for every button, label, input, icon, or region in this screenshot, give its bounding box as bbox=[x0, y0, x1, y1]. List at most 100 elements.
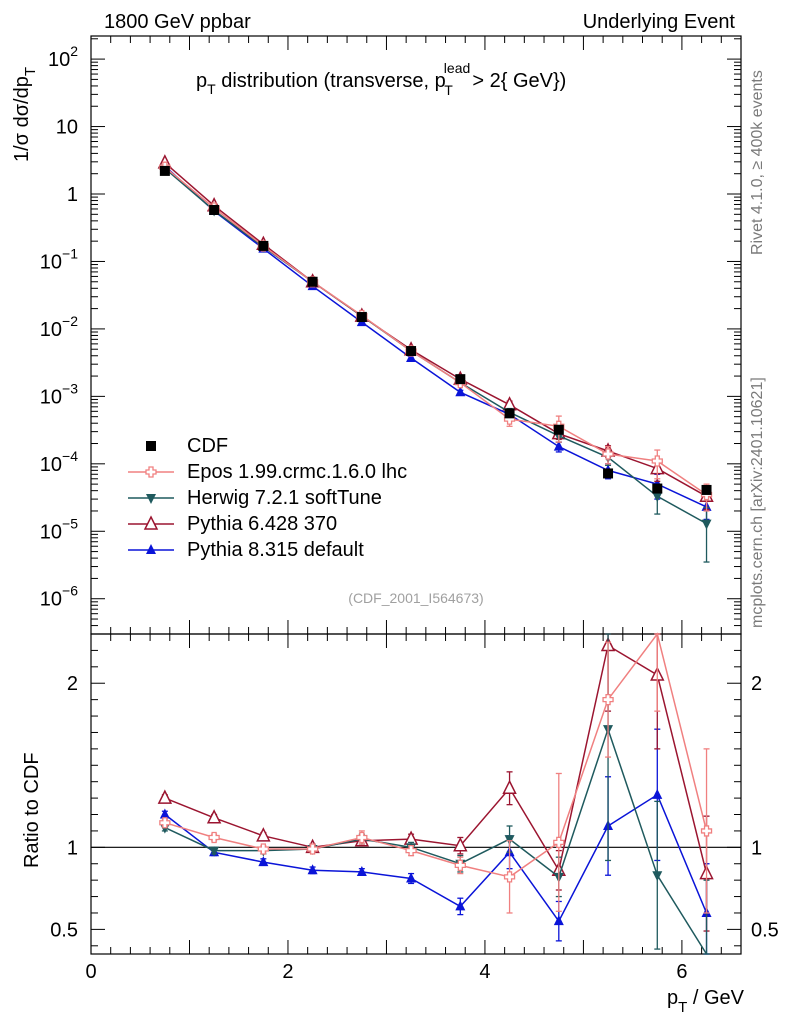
main-y-tick-label: 10−4 bbox=[40, 448, 78, 476]
cross-marker bbox=[257, 843, 269, 855]
y-label-sub: T bbox=[22, 67, 39, 76]
cross-marker bbox=[651, 455, 663, 467]
ratio-panel-frame bbox=[90, 633, 742, 955]
triangle-up-marker bbox=[455, 386, 466, 397]
main-y-tick-base: 10 bbox=[56, 117, 78, 139]
cross-marker bbox=[306, 843, 319, 855]
triangle-up-marker bbox=[406, 352, 417, 363]
series-cdf bbox=[159, 165, 712, 495]
triangle-up-marker bbox=[146, 544, 156, 554]
cross-marker bbox=[602, 693, 614, 706]
main-y-tick-base: 10 bbox=[48, 49, 70, 71]
title-p: p bbox=[196, 70, 207, 92]
series-line bbox=[164, 726, 708, 955]
main-y-tick-base: 10 bbox=[40, 251, 62, 273]
triangle-up-marker bbox=[406, 872, 417, 883]
main-y-tick-label: 10 bbox=[56, 117, 78, 139]
triangle-down-marker bbox=[652, 871, 663, 882]
legend-label: Epos 1.99.crmc.1.6.0 lhc bbox=[187, 461, 407, 483]
main-y-tick-label: 10−1 bbox=[40, 245, 78, 273]
square-marker bbox=[455, 374, 466, 385]
triangle-up-marker bbox=[258, 856, 269, 867]
analysis-watermark: (CDF_2001_I564673) bbox=[348, 590, 483, 606]
main-y-tick-exp: 2 bbox=[70, 43, 78, 59]
y-label-text: 1/σ dσ/dp bbox=[11, 76, 33, 162]
title-sub: T bbox=[207, 81, 216, 97]
series-line bbox=[164, 644, 708, 874]
series-line bbox=[164, 162, 707, 497]
square-marker bbox=[209, 204, 220, 215]
main-y-tick-base: 10 bbox=[40, 589, 62, 611]
triangle-up-marker bbox=[652, 788, 663, 799]
main-y-tick-base: 1 bbox=[67, 184, 78, 206]
cross-marker bbox=[159, 817, 171, 829]
x-tick-label: 4 bbox=[479, 961, 490, 983]
triangle-up-marker bbox=[455, 900, 466, 911]
square-marker bbox=[406, 346, 417, 357]
triangle-up-marker bbox=[553, 440, 564, 451]
triangle-up-marker bbox=[307, 864, 318, 875]
main-y-tick-exp: −5 bbox=[62, 515, 78, 531]
square-marker bbox=[603, 468, 614, 479]
ratio-y-tick-label-right: 0.5 bbox=[751, 919, 779, 941]
ratio-y-axis-label: Ratio to CDF bbox=[21, 752, 43, 868]
main-y-axis-label: 1/σ dσ/dpT bbox=[11, 67, 39, 162]
ratio-series-group bbox=[157, 632, 714, 955]
cross-marker bbox=[553, 836, 565, 849]
main-y-tick-label: 102 bbox=[48, 43, 78, 71]
x-label-tail: / GeV bbox=[687, 987, 744, 1009]
main-y-tick-exp: −4 bbox=[62, 448, 78, 464]
series-line bbox=[164, 166, 707, 496]
main-y-tick-exp: −3 bbox=[62, 380, 78, 396]
legend: CDF Epos 1.99.crmc.1.6.0 lhc Herwig 7.2.1 … bbox=[128, 435, 407, 561]
legend-label: Herwig 7.2.1 softTune bbox=[187, 487, 382, 509]
series-line bbox=[164, 632, 708, 878]
square-marker bbox=[701, 484, 712, 495]
triangle-down-marker bbox=[652, 492, 663, 503]
square-marker bbox=[146, 441, 156, 451]
triangle-open-marker bbox=[157, 789, 173, 804]
main-y-tick-exp: −6 bbox=[62, 583, 78, 599]
legend-item: Epos 1.99.crmc.1.6.0 lhc bbox=[128, 461, 407, 483]
triangle-up-marker bbox=[356, 865, 367, 876]
series-line bbox=[164, 165, 707, 508]
main-y-tick-exp: −2 bbox=[62, 313, 78, 329]
title-sub2: T bbox=[444, 82, 453, 98]
ratio-y-tick-label-left: 0.5 bbox=[50, 919, 78, 941]
triangle-down-marker bbox=[146, 494, 156, 504]
rivet-version-note: Rivet 4.1.0, ≥ 400k events bbox=[749, 70, 766, 255]
square-marker bbox=[356, 312, 367, 323]
square-marker bbox=[504, 408, 515, 419]
ratio-y-tick-label-left: 1 bbox=[67, 837, 78, 859]
cross-marker bbox=[208, 831, 220, 844]
main-series-group bbox=[157, 154, 714, 563]
triangle-open-marker bbox=[206, 809, 222, 824]
square-marker bbox=[652, 483, 663, 494]
triangle-down-marker bbox=[209, 846, 220, 857]
main-y-tick-base: 10 bbox=[40, 521, 62, 543]
cross-marker bbox=[602, 448, 614, 460]
cross-marker bbox=[405, 844, 417, 857]
legend-label: CDF bbox=[187, 435, 228, 457]
header-right-title: Underlying Event bbox=[583, 11, 736, 33]
series-pythia-6-428-370 bbox=[157, 633, 714, 932]
triangle-open-marker bbox=[453, 837, 468, 852]
triangle-open-marker bbox=[143, 515, 159, 530]
ratio-axis-ticks: 0.5 0.5 1 1 2 2 0 2 4 6 bbox=[50, 634, 779, 983]
x-axis-label: pT / GeV bbox=[667, 987, 745, 1016]
series-line bbox=[164, 793, 708, 923]
cross-marker bbox=[700, 825, 713, 837]
main-y-tick-label: 10−6 bbox=[40, 583, 78, 611]
square-marker bbox=[307, 276, 318, 287]
triangle-up-marker bbox=[159, 808, 170, 819]
series-epos-1-99-crmc-1-6-0-lhc bbox=[159, 632, 713, 914]
x-tick-label: 0 bbox=[85, 961, 96, 983]
legend-item: Pythia 8.315 default bbox=[128, 539, 364, 561]
legend-item: Herwig 7.2.1 softTune bbox=[128, 487, 382, 509]
main-plot-title: pT distribution (transverse, plead T > 2{… bbox=[196, 60, 566, 98]
title-sup: lead bbox=[444, 60, 470, 76]
legend-label: Pythia 6.428 370 bbox=[187, 513, 337, 535]
title-tail: > 2{ GeV}) bbox=[467, 70, 567, 92]
cross-marker bbox=[145, 466, 157, 478]
